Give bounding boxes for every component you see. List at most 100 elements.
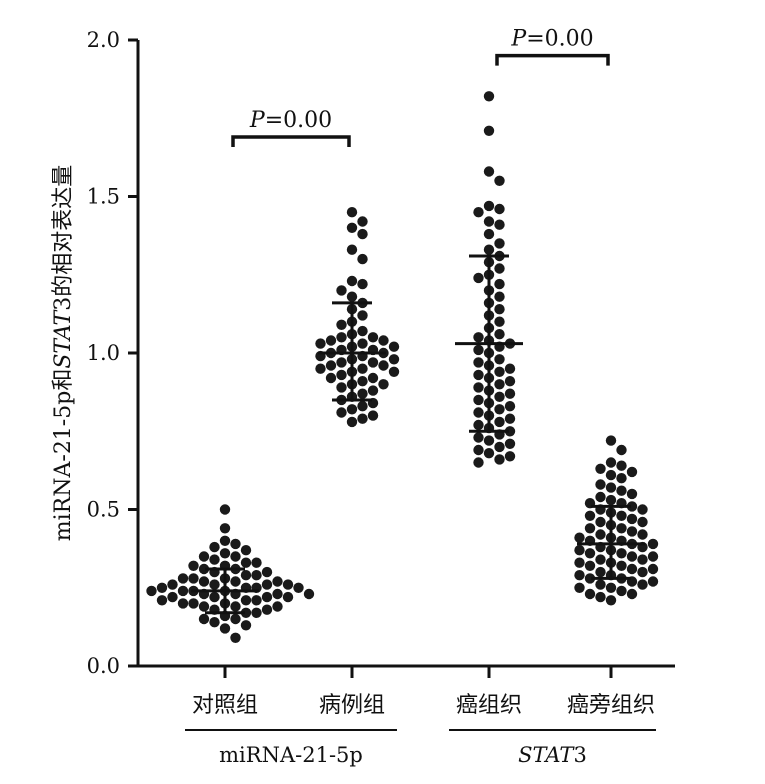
data-point [504,376,516,387]
data-point [282,579,294,590]
data-point [494,441,505,453]
x-tick-label: 病例组 [319,693,385,718]
data-point [504,413,516,424]
data-point [346,222,358,233]
data-point [574,557,585,568]
data-point [240,570,252,581]
data-point [156,582,168,593]
data-point [595,554,606,565]
data-point [626,551,638,562]
data-point [346,244,358,255]
data-point [473,407,484,418]
data-point [483,448,495,459]
data-point [595,463,606,474]
data-point [637,579,648,590]
data-point [188,598,199,609]
significance-bracket [231,135,351,148]
data-point [595,591,606,603]
data-point [272,576,283,587]
data-point [494,316,505,327]
data-point [473,344,484,356]
group-label: miRNA-21-5p [219,743,363,767]
data-point [595,516,606,528]
data-point [483,435,495,446]
data-point [616,485,627,496]
data-point [504,426,516,437]
data-point [219,523,231,534]
data-point [504,363,516,374]
y-axis-label-part: 3的相对表达量 [51,165,76,311]
data-point [367,372,379,384]
data-point [584,560,596,571]
data-point [230,576,241,587]
data-point [219,535,231,546]
data-point [251,557,262,568]
data-point [473,357,484,368]
data-point [240,595,252,606]
data-point [177,573,189,584]
significance-bracket [495,53,610,66]
data-point [473,419,484,431]
x-tick-label: 癌组织 [456,693,522,718]
data-point [584,548,596,559]
data-point [584,588,596,600]
data-point [483,200,495,212]
data-point [616,560,627,571]
x-tick-label: 对照组 [192,693,258,718]
data-point [188,560,199,571]
x-tick-label: 癌旁组织 [567,693,655,718]
data-point [209,554,220,565]
data-point [336,285,347,296]
data-point [473,444,484,456]
data-point [219,548,231,559]
data-point [616,473,627,484]
data-point [574,532,585,543]
data-point [637,566,648,578]
data-point [230,538,241,550]
data-point [574,570,585,581]
data-point [494,354,505,365]
data-point [637,504,648,515]
data-point [378,379,389,390]
data-point [230,601,241,612]
data-point [336,382,347,393]
data-point [357,401,368,412]
data-point [605,595,617,606]
data-point [282,591,294,603]
data-point [388,354,400,365]
data-point [605,457,617,468]
data-point [494,304,505,315]
data-point [494,379,505,390]
data-point [473,457,484,468]
data-point [198,613,210,625]
data-point [616,548,627,559]
data-point [494,238,505,249]
data-point [494,454,505,465]
data-point [584,573,596,584]
data-point [177,598,189,609]
data-point [198,563,210,575]
data-point [240,545,252,556]
data-point [494,291,505,302]
data-point [261,566,273,578]
data-point [209,541,220,553]
data-point [483,91,495,102]
group-label-text: miRNA-21-5p [219,743,363,767]
plot-area: 0.00.51.01.52.0miRNA-21-5p和STAT3的相对表达量对照… [51,27,675,767]
data-point [367,332,379,343]
p-value: =0.00 [526,27,593,52]
data-point [240,620,252,631]
data-point [219,623,231,634]
data-point [357,325,368,337]
data-point [261,591,273,603]
data-point [504,401,516,412]
group-label: STAT3 [518,743,587,767]
data-point [647,563,659,575]
significance-label: P=0.00 [249,108,332,133]
data-point [626,513,638,525]
data-point [473,432,484,443]
y-axis-label-part: miRNA-21-5p和 [51,369,76,542]
p-symbol: P [510,27,527,52]
data-point [473,369,484,381]
data-point [230,613,241,625]
